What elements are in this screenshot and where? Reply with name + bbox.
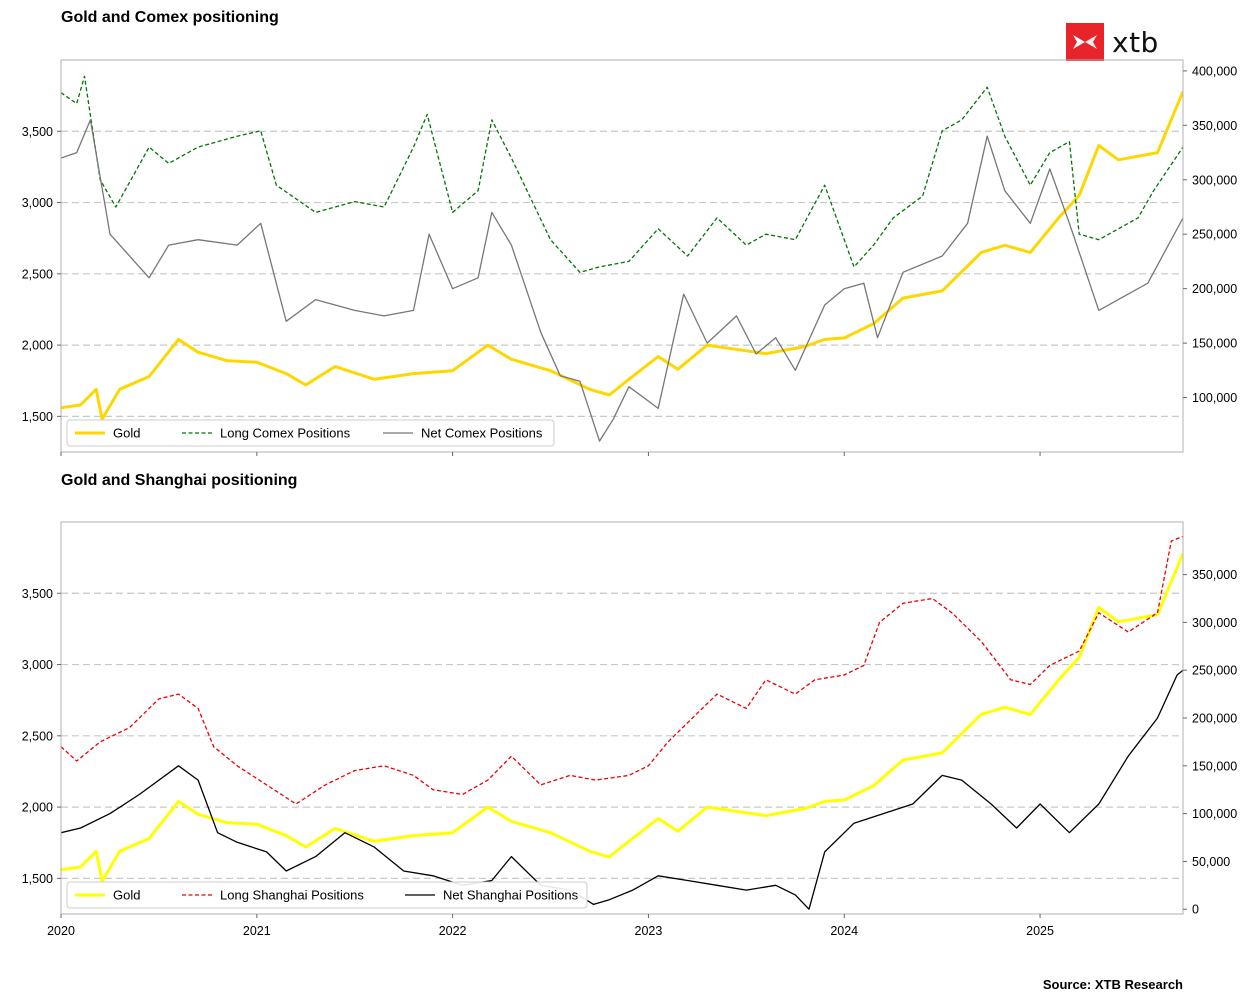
legend-box [66,419,555,447]
right-tick-label: 300,000 [1192,173,1237,187]
right-tick-label: 100,000 [1192,807,1237,821]
legend-label: Net Shanghai Positions [443,888,579,903]
left-tick-label: 3,000 [22,196,53,210]
legend-label: Net Comex Positions [421,426,543,441]
left-tick-label: 2,000 [22,339,53,353]
legend-label: Long Shanghai Positions [220,888,364,903]
xtb-logo: xtb [1066,23,1159,61]
left-tick-label: 3,500 [22,125,53,139]
left-tick-label: 1,500 [22,872,53,886]
chart-title-comex: Gold and Comex positioning [61,9,279,26]
left-tick-label: 2,500 [22,267,53,281]
right-tick-label: 200,000 [1192,282,1237,296]
right-tick-label: 250,000 [1192,228,1237,242]
chart-panel-1: 1,500 2,000 2,500 3,000 3,500 0 50,000 100,000 1… [22,521,1237,938]
series-line-gold [61,90,1183,421]
x-tick-label: 2020 [47,924,75,938]
plot-frame [60,521,1184,915]
legend: Gold Long Shanghai Positions Net Shanghai … [66,881,588,909]
right-tick-label: 150,000 [1192,337,1237,351]
series-line-net-shanghai-positions [61,669,1183,910]
x-tick-label: 2023 [635,924,663,938]
x-tick-label: 2024 [830,924,858,938]
left-tick-label: 2,500 [22,729,53,743]
right-tick-label: 300,000 [1192,616,1237,630]
x-tick-label: 2021 [243,924,271,938]
series-line-gold [61,552,1183,883]
right-tick-label: 350,000 [1192,119,1237,133]
series-line-long-comex-positions [61,75,1183,273]
series-line-long-shanghai-positions [61,535,1183,805]
right-tick-label: 400,000 [1192,64,1237,78]
x-tick-label: 2022 [439,924,467,938]
chart-panel-0: 1,500 2,000 2,500 3,000 3,500 100,000 150,000 2… [22,59,1237,456]
plot-frame [60,59,1184,453]
series-line-net-comex-positions [61,119,1183,442]
legend-label: Long Comex Positions [220,426,351,441]
legend-box [66,881,588,909]
right-tick-label: 200,000 [1192,712,1237,726]
left-tick-label: 1,500 [22,410,53,424]
left-tick-label: 2,000 [22,801,53,815]
right-tick-label: 0 [1192,903,1199,917]
xtb-logo-mark [1066,23,1104,61]
left-tick-label: 3,000 [22,658,53,672]
legend: Gold Long Comex Positions Net Comex Positi… [66,419,555,447]
legend-label: Gold [113,888,140,903]
right-tick-label: 250,000 [1192,664,1237,678]
chart-title-shanghai: Gold and Shanghai positioning [61,472,298,489]
right-tick-label: 100,000 [1192,391,1237,405]
right-tick-label: 50,000 [1192,855,1230,869]
left-tick-label: 3,500 [22,587,53,601]
legend-label: Gold [113,426,140,441]
source-note: Source: XTB Research [1042,977,1183,992]
right-tick-label: 350,000 [1192,568,1237,582]
xtb-logo-text: xtb [1112,25,1159,59]
right-tick-label: 150,000 [1192,759,1237,773]
x-tick-label: 2025 [1026,924,1054,938]
